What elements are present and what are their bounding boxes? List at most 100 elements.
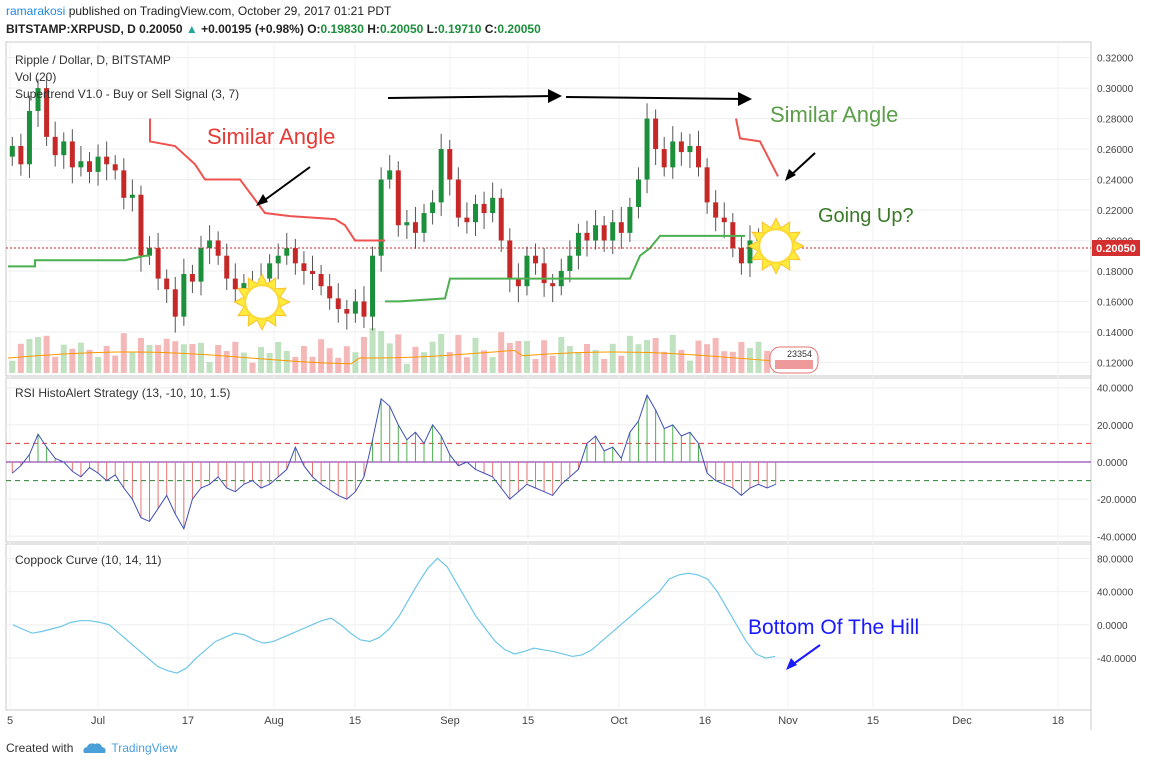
candle xyxy=(430,202,436,214)
volume-bar xyxy=(738,342,745,373)
volume-bar xyxy=(223,351,230,373)
volume-bar xyxy=(575,352,582,373)
supertrend-up-line xyxy=(8,254,150,268)
volume-bar xyxy=(421,352,428,373)
x-tick-label: 15 xyxy=(349,715,361,727)
candle xyxy=(447,149,453,180)
volume-bar xyxy=(403,363,410,373)
candle xyxy=(172,289,178,317)
volume-bar xyxy=(609,343,616,373)
volume-bar xyxy=(17,343,24,373)
candle xyxy=(618,222,624,233)
price-change: +0.00195 (+0.98%) xyxy=(201,22,304,36)
annotation-bottom-hill: Bottom Of The Hill xyxy=(748,616,919,639)
candle xyxy=(147,248,153,256)
candle xyxy=(515,278,521,287)
volume-bar xyxy=(489,357,496,373)
volume-bar xyxy=(498,332,505,373)
candle xyxy=(181,274,187,317)
y-tick-label: 40.0000 xyxy=(1097,384,1134,395)
created-with-text: Created with xyxy=(6,741,74,755)
candle xyxy=(189,274,195,282)
x-axis-labels: 5 Jul 17 Aug 15 Sep 15 Oct 16 Nov 15 Dec 18 xyxy=(7,715,1064,727)
volume-bar xyxy=(541,340,548,373)
candle xyxy=(18,146,24,165)
rsi-histogram xyxy=(6,393,1091,531)
volume-bar xyxy=(712,338,719,373)
volume-bar xyxy=(429,341,436,373)
low-label: L: xyxy=(426,22,438,36)
volume-badge: 23354 xyxy=(769,346,819,374)
candle xyxy=(550,283,556,287)
y-tick-label: 80.0000 xyxy=(1097,554,1134,565)
volume-bar xyxy=(240,352,247,373)
candle xyxy=(232,278,238,290)
volume-bar xyxy=(463,357,470,373)
volume-bar xyxy=(292,357,299,373)
candle xyxy=(164,278,170,290)
volume-bar xyxy=(755,341,762,373)
sun-core xyxy=(244,284,280,320)
candle xyxy=(584,232,590,241)
y-tick-label: 0.0000 xyxy=(1097,458,1128,469)
tradingview-link[interactable]: TradingView xyxy=(111,741,178,755)
candle xyxy=(241,283,247,290)
candle xyxy=(644,118,650,180)
volume-bar xyxy=(137,338,144,373)
volume-bar xyxy=(206,362,213,373)
volume-bar xyxy=(112,355,119,373)
volume-bar xyxy=(369,328,376,373)
volume-bar xyxy=(180,344,187,373)
tradingview-cloud-icon xyxy=(83,743,106,753)
candle xyxy=(533,255,539,264)
candle xyxy=(361,301,367,317)
x-tick-label: Jul xyxy=(91,715,105,727)
x-tick-label: 15 xyxy=(522,715,534,727)
volume-bar xyxy=(335,357,342,373)
volume-bar xyxy=(378,331,385,373)
rsi-pane-frame xyxy=(5,377,1092,543)
volume-bar xyxy=(163,338,170,373)
supertrend-label: Supertrend V1.0 - Buy or Sell Signal (3,… xyxy=(15,87,239,101)
volume-bar xyxy=(601,359,608,373)
volume-bar xyxy=(635,344,642,373)
volume-bar xyxy=(360,337,367,373)
volume-bar xyxy=(704,344,711,373)
candle xyxy=(69,141,75,168)
volume-bar xyxy=(300,346,307,373)
sun-core xyxy=(758,228,794,264)
y-tick-label: 0.22000 xyxy=(1097,206,1134,217)
volume-bar xyxy=(258,347,265,373)
candle xyxy=(292,248,298,264)
candle xyxy=(464,217,470,223)
volume-bar xyxy=(686,360,693,373)
volume-ma-line xyxy=(7,349,772,365)
candle xyxy=(412,222,418,233)
candle xyxy=(352,301,358,314)
candle xyxy=(387,170,393,180)
candle xyxy=(284,248,290,256)
volume-bar xyxy=(721,351,728,373)
candle xyxy=(541,263,547,284)
candle xyxy=(61,141,67,156)
publish-line: ramarakosi published on TradingView.com,… xyxy=(6,4,391,18)
y-tick-label: 0.0000 xyxy=(1097,621,1128,632)
y-tick-label: -40.0000 xyxy=(1097,654,1137,665)
volume-bar xyxy=(558,337,565,373)
y-tick-label: 0.28000 xyxy=(1097,115,1134,126)
volume-bar xyxy=(592,350,599,373)
candle xyxy=(44,88,50,137)
candle xyxy=(9,146,15,157)
y-tick-label: 0.16000 xyxy=(1097,297,1134,308)
author-name[interactable]: ramarakosi xyxy=(6,4,66,18)
publish-text: published on TradingView.com, October 29… xyxy=(68,4,392,18)
candle xyxy=(129,194,135,198)
x-tick-label: Oct xyxy=(610,715,627,727)
volume-bars xyxy=(7,328,779,373)
candle xyxy=(438,149,444,203)
candle xyxy=(86,161,92,172)
y-tick-label: 0.18000 xyxy=(1097,267,1134,278)
candle xyxy=(627,206,633,233)
sun-icon xyxy=(747,217,805,275)
